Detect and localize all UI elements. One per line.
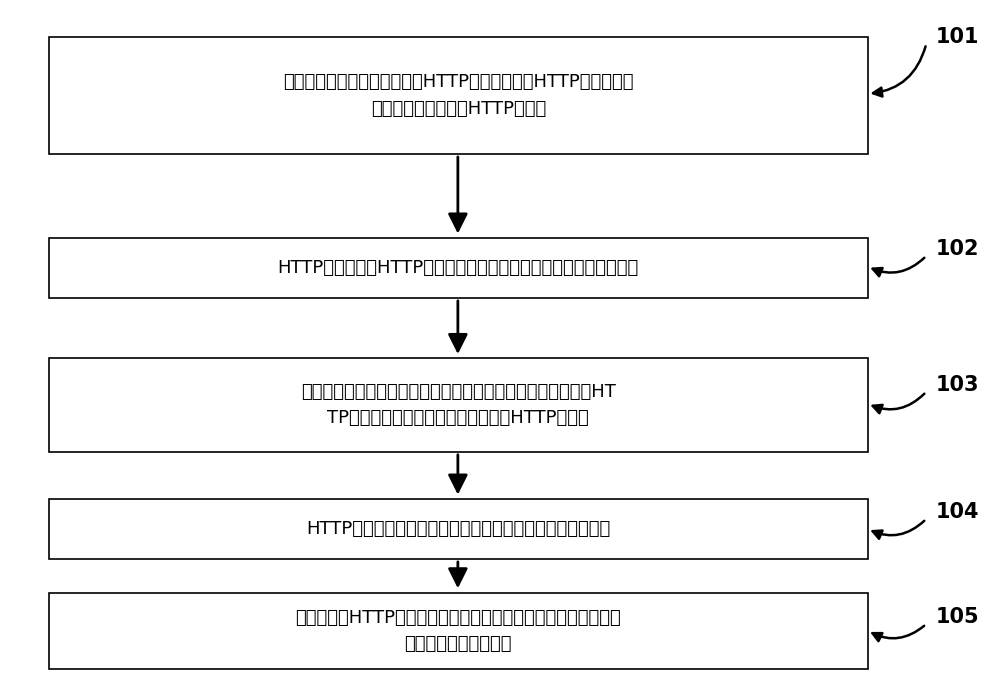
Text: 104: 104 [936, 502, 980, 522]
Text: HTTP代理对接收到的数据进行反向转换后再返回给服务器；: HTTP代理对接收到的数据进行反向转换后再返回给服务器； [306, 520, 610, 538]
FancyBboxPatch shape [49, 592, 868, 669]
Text: 102: 102 [936, 239, 980, 259]
Text: 101: 101 [936, 27, 980, 47]
Text: 服务器接到HTTP代理返回的数据后再转化为轻量级数据交换格式
返回给相应的客户端。: 服务器接到HTTP代理返回的数据后再转化为轻量级数据交换格式 返回给相应的客户端… [295, 609, 621, 653]
Text: HTTP代理接收到HTTP请求后转换成数据库语言后再发送到数据库；: HTTP代理接收到HTTP请求后转换成数据库语言后再发送到数据库； [278, 259, 639, 277]
FancyBboxPatch shape [49, 359, 868, 452]
Text: 103: 103 [936, 375, 980, 395]
Text: 服务器批量接收客户端发送的HTTP请求，然后将HTTP请求直接进
行反向代理后转送到HTTP代理；: 服务器批量接收客户端发送的HTTP请求，然后将HTTP请求直接进 行反向代理后转… [283, 73, 634, 117]
FancyBboxPatch shape [49, 499, 868, 559]
Text: 数据库在各客户端与其请求的数据之间建立对应关系，再根据HT
TP请求按对应关系将相关数据返回给HTTP代理；: 数据库在各客户端与其请求的数据之间建立对应关系，再根据HT TP请求按对应关系将… [301, 383, 616, 428]
FancyBboxPatch shape [49, 37, 868, 154]
FancyBboxPatch shape [49, 238, 868, 298]
Text: 105: 105 [936, 607, 980, 627]
